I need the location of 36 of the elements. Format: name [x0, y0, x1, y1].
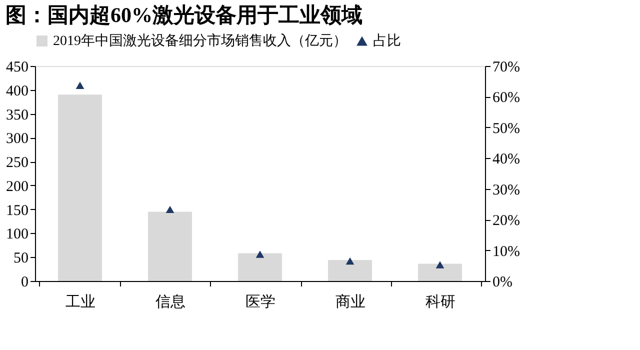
x-tick-label: 商业 [336, 294, 366, 310]
y-tick-label: 150 [6, 202, 28, 219]
bar [148, 212, 192, 281]
point [436, 261, 444, 268]
y-tick-label: 350 [6, 107, 28, 124]
y-tick-label: 200 [6, 178, 28, 195]
point [166, 206, 174, 214]
y2-tick-label: 10% [492, 244, 520, 260]
bar [418, 264, 462, 281]
bar [328, 260, 372, 281]
x-tick-label: 科研 [426, 294, 456, 310]
legend-label: 占比 [373, 33, 401, 49]
y-tick-label: 400 [6, 83, 28, 100]
x-tick-label: 信息 [156, 294, 186, 310]
point [76, 82, 84, 89]
x-tick-label: 医学 [246, 294, 276, 310]
legend-label: 2019年中国激光设备细分市场销售收入（亿元） [53, 33, 347, 49]
y2-tick-label: 60% [492, 90, 520, 106]
chart-title: 图：国内超60%激光设备用于工业领域 [6, 3, 362, 27]
y2-tick-label: 40% [492, 152, 520, 168]
y2-tick-label: 50% [492, 120, 520, 137]
y2-tick-label: 20% [492, 213, 520, 230]
y-tick-label: 0 [21, 274, 28, 290]
point [256, 250, 264, 258]
y-tick-label: 300 [6, 131, 28, 148]
y-tick-label: 250 [6, 155, 28, 172]
bar [58, 94, 102, 281]
y-tick-label: 50 [14, 250, 28, 267]
y-tick-label: 450 [6, 60, 28, 76]
y2-tick-label: 70% [492, 60, 520, 76]
y2-tick-label: 30% [492, 182, 520, 198]
x-tick-label: 工业 [66, 294, 96, 310]
bar [238, 253, 282, 281]
point [346, 257, 354, 265]
y-tick-label: 100 [6, 226, 28, 243]
y2-tick-label: 0% [492, 274, 512, 290]
